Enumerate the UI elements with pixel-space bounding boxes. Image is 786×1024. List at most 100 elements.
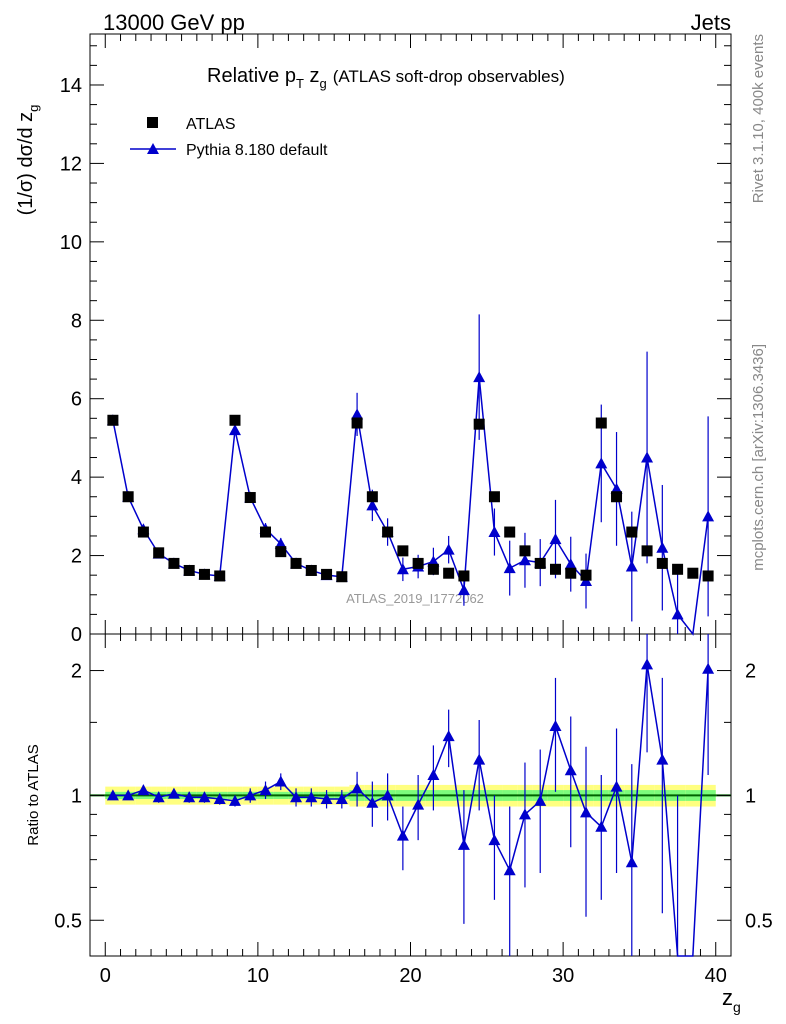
ratio-xtick-label: 10 xyxy=(247,965,269,987)
mc-point xyxy=(473,371,486,383)
data-point xyxy=(549,563,561,575)
ratio-point xyxy=(549,720,562,732)
data-point xyxy=(351,417,363,429)
data-point xyxy=(412,557,424,569)
ratio-point xyxy=(534,794,547,806)
ratio-point xyxy=(228,794,241,806)
ratio-xlabel: zg xyxy=(722,985,741,1015)
ratio-ytick-label: 2 xyxy=(71,661,82,683)
ratio-point xyxy=(580,806,593,818)
mc-point xyxy=(488,526,501,538)
ratio-point xyxy=(290,791,303,803)
legend-pythia-label: Pythia 8.180 default xyxy=(186,142,328,159)
ratio-point xyxy=(167,787,180,799)
data-point xyxy=(122,491,134,503)
ratio-point xyxy=(274,775,287,787)
mc-point xyxy=(595,457,608,469)
ratio-point xyxy=(625,856,638,868)
title-paren: (ATLAS soft-drop observables) xyxy=(333,67,565,86)
ratio-point xyxy=(396,829,409,841)
header-left: 13000 GeV pp xyxy=(103,10,245,35)
data-point xyxy=(275,546,287,558)
mc-point xyxy=(366,499,379,511)
ratio-point xyxy=(564,764,577,776)
mc-point xyxy=(656,541,669,553)
data-point xyxy=(229,414,241,426)
data-point xyxy=(473,418,485,430)
ratio-point xyxy=(702,662,715,674)
main-ytick-label: 6 xyxy=(71,389,82,411)
data-point xyxy=(595,417,607,429)
ratio-mc-series xyxy=(106,634,715,957)
mc-point xyxy=(610,482,623,494)
ratio-point xyxy=(183,791,196,803)
title-rest: z xyxy=(304,65,320,87)
ratio-point xyxy=(595,820,608,832)
ratio-point xyxy=(427,768,440,780)
data-point xyxy=(198,568,210,580)
ratio-point xyxy=(106,789,119,801)
main-ytick-label: 8 xyxy=(71,310,82,332)
data-point xyxy=(336,571,348,583)
ratio-point xyxy=(442,730,455,742)
main-axis-ticks: 0 2 4 6 8 10 12 14 xyxy=(60,34,731,646)
data-point xyxy=(427,563,439,575)
title-main: Relative p xyxy=(207,65,296,87)
ratio-ytick-label: 0.5 xyxy=(54,910,82,932)
ratio-point xyxy=(122,789,135,801)
ratio-xtick-label: 40 xyxy=(705,965,727,987)
data-point xyxy=(107,414,119,426)
data-point xyxy=(168,557,180,569)
data-point xyxy=(641,545,653,557)
data-point xyxy=(656,557,668,569)
main-ytick-label: 4 xyxy=(71,467,82,489)
ratio-point xyxy=(244,789,257,801)
ratio-axis-ticks: 0 10 20 30 40 0.5 0.5 1 1 2 2 xyxy=(54,634,773,987)
main-ytick-label: 14 xyxy=(60,75,82,97)
data-point xyxy=(488,491,500,503)
data-point xyxy=(214,570,226,582)
data-point xyxy=(244,492,256,504)
ratio-ylabel: Ratio to ATLAS xyxy=(25,744,42,845)
ratio-point xyxy=(351,782,364,794)
side-label-top: Rivet 3.1.10, 400k events xyxy=(750,34,767,203)
data-point xyxy=(580,569,592,581)
mc-point xyxy=(549,533,562,545)
mc-point xyxy=(671,608,684,620)
header-right: Jets xyxy=(691,10,731,35)
main-ylabel: (1/σ) dσ/d zg xyxy=(15,105,41,216)
ratio-point xyxy=(320,793,333,805)
ratio-point xyxy=(213,793,226,805)
ratio-point xyxy=(656,753,669,765)
ratio-point xyxy=(518,808,531,820)
ratio-point xyxy=(641,658,654,670)
ratio-ytick-label: 1 xyxy=(71,785,82,807)
ratio-point xyxy=(366,796,379,808)
ratio-ytick-label-right: 1 xyxy=(745,785,756,807)
data-point xyxy=(305,564,317,576)
data-point xyxy=(504,526,516,538)
mc-point xyxy=(625,560,638,572)
ratio-point xyxy=(259,784,272,796)
mc-point xyxy=(641,451,654,463)
data-point xyxy=(260,526,272,538)
data-point xyxy=(137,526,149,538)
mc-point xyxy=(228,424,241,436)
ratio-point xyxy=(457,838,470,850)
ratio-point xyxy=(488,834,501,846)
main-ytick-label: 10 xyxy=(60,232,82,254)
mc-point xyxy=(457,584,470,596)
ratio-point xyxy=(381,789,394,801)
main-data-series xyxy=(107,414,714,583)
legend-pythia-marker xyxy=(147,143,159,154)
main-ytick-label: 12 xyxy=(60,153,82,175)
data-point xyxy=(366,491,378,503)
data-point xyxy=(183,564,195,576)
main-ytick-label: 0 xyxy=(71,624,82,646)
title-sub-t: T xyxy=(296,76,304,91)
ratio-point xyxy=(335,793,348,805)
ratio-line xyxy=(112,664,709,957)
data-point xyxy=(382,526,394,538)
ratio-point xyxy=(412,798,425,810)
